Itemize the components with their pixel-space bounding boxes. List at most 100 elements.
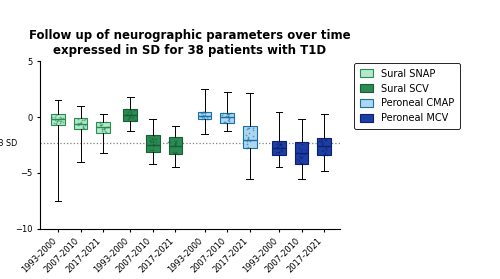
- Point: [79, 126, 87, 130]
- Point: [78, 121, 86, 126]
- Point: [128, 116, 136, 120]
- Point: [320, 153, 328, 157]
- Point: [221, 120, 229, 125]
- Point: [318, 138, 326, 143]
- Point: [100, 126, 108, 131]
- Point: [318, 149, 326, 153]
- Point: [149, 140, 157, 144]
- Point: [295, 158, 303, 163]
- Point: [128, 109, 136, 114]
- Point: [318, 139, 326, 143]
- Point: [149, 144, 157, 148]
- Point: [204, 117, 212, 121]
- Point: [58, 118, 66, 123]
- Point: [198, 111, 205, 115]
- Point: [146, 138, 154, 142]
- Point: [51, 118, 59, 122]
- Point: [169, 150, 177, 154]
- Point: [297, 161, 305, 165]
- Point: [296, 161, 304, 165]
- Point: [102, 120, 110, 125]
- Point: [59, 120, 67, 124]
- Point: [54, 119, 62, 123]
- Point: [296, 146, 304, 150]
- Point: [302, 151, 310, 155]
- Point: [200, 112, 208, 117]
- Point: [103, 124, 111, 129]
- Point: [296, 153, 304, 158]
- Point: [104, 124, 112, 129]
- Point: [79, 124, 87, 129]
- Point: [126, 107, 134, 112]
- Point: [274, 150, 282, 154]
- Point: [100, 127, 108, 131]
- Point: [56, 120, 64, 125]
- Point: [76, 120, 84, 125]
- Point: [78, 118, 86, 122]
- Point: [203, 116, 211, 121]
- PathPatch shape: [74, 118, 88, 129]
- Point: [323, 153, 331, 157]
- Point: [225, 112, 233, 116]
- Point: [224, 112, 232, 116]
- Point: [276, 142, 284, 146]
- Point: [96, 123, 104, 127]
- Point: [148, 148, 156, 153]
- Point: [128, 114, 136, 119]
- Point: [276, 143, 284, 148]
- Point: [322, 148, 330, 153]
- PathPatch shape: [243, 126, 256, 148]
- Point: [74, 122, 82, 127]
- PathPatch shape: [146, 135, 160, 152]
- Point: [244, 126, 252, 131]
- Point: [56, 115, 64, 120]
- Point: [245, 131, 253, 136]
- Point: [172, 135, 179, 140]
- Point: [244, 136, 252, 140]
- Point: [318, 141, 326, 145]
- Point: [125, 116, 133, 121]
- Point: [170, 144, 178, 148]
- Point: [242, 142, 250, 146]
- Point: [52, 119, 60, 123]
- Point: [320, 138, 328, 142]
- Point: [224, 111, 232, 116]
- Point: [276, 148, 284, 153]
- Point: [224, 114, 232, 119]
- Point: [298, 155, 306, 159]
- Point: [248, 128, 256, 133]
- Point: [150, 137, 158, 141]
- Point: [294, 157, 302, 162]
- Point: [198, 117, 206, 122]
- Point: [150, 142, 158, 147]
- Point: [198, 110, 206, 114]
- Point: [174, 151, 182, 156]
- Point: [172, 139, 180, 143]
- Point: [200, 114, 208, 119]
- Legend: Sural SNAP, Sural SCV, Peroneal CMAP, Peroneal MCV: Sural SNAP, Sural SCV, Peroneal CMAP, Pe…: [354, 63, 460, 129]
- PathPatch shape: [295, 142, 308, 164]
- Point: [76, 121, 84, 125]
- Point: [272, 146, 280, 151]
- Point: [75, 122, 83, 126]
- Point: [78, 124, 86, 128]
- Point: [126, 112, 134, 117]
- Point: [242, 133, 250, 137]
- Point: [218, 113, 226, 117]
- Point: [224, 117, 232, 121]
- Point: [274, 141, 282, 145]
- Point: [321, 151, 329, 155]
- Point: [170, 141, 178, 146]
- Point: [222, 113, 230, 118]
- Point: [171, 151, 179, 155]
- Point: [315, 138, 323, 143]
- Point: [322, 138, 330, 142]
- Point: [222, 120, 230, 125]
- Point: [171, 142, 179, 147]
- Point: [274, 142, 281, 146]
- Point: [275, 150, 283, 154]
- Point: [170, 141, 178, 145]
- Point: [319, 148, 327, 153]
- PathPatch shape: [220, 113, 234, 123]
- PathPatch shape: [96, 122, 110, 133]
